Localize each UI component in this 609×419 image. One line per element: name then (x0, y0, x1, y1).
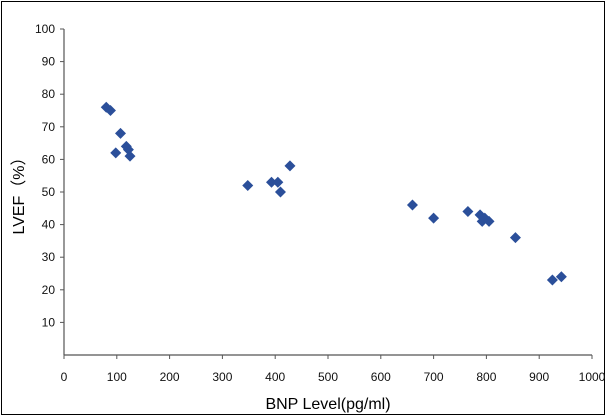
y-tick-label: 30 (42, 250, 56, 264)
data-point (509, 232, 521, 244)
x-tick-label: 0 (61, 370, 68, 384)
data-point (406, 199, 418, 211)
data-point (272, 176, 284, 188)
x-tick-label: 100 (107, 370, 127, 384)
y-tick-label: 40 (42, 218, 56, 232)
y-tick-label: 80 (42, 87, 56, 101)
data-point (124, 150, 136, 162)
axes (63, 29, 592, 356)
data-point (555, 271, 567, 283)
data-point (266, 176, 278, 188)
x-axis-title: BNP Level(pg/ml) (265, 396, 390, 413)
y-tick-label: 20 (42, 283, 56, 297)
y-axis-title: LVEF（%） (10, 149, 28, 234)
data-point (546, 274, 558, 286)
x-tick-label: 600 (371, 370, 391, 384)
x-tick-label: 900 (529, 370, 549, 384)
data-point (284, 160, 296, 172)
x-tick-label: 700 (424, 370, 444, 384)
y-tick-label: 100 (35, 22, 55, 36)
chart-frame (1, 1, 605, 415)
x-tick-label: 300 (212, 370, 232, 384)
y-tick-label: 50 (42, 185, 56, 199)
y-tick-label: 90 (42, 55, 56, 69)
data-point (462, 206, 474, 218)
data-point (110, 147, 122, 159)
x-axis-ticks: 0 100 200 300 400 500 600 700 800 900 1000 (61, 355, 606, 384)
y-tick-label: 60 (42, 152, 56, 166)
data-point (428, 212, 440, 224)
data-point (274, 186, 286, 198)
x-tick-label: 200 (160, 370, 180, 384)
data-point (114, 127, 126, 139)
data-point (483, 215, 495, 227)
y-tick-label: 70 (42, 120, 56, 134)
data-points (100, 101, 567, 286)
x-tick-label: 400 (265, 370, 285, 384)
data-point (242, 179, 254, 191)
y-axis-ticks: 10 20 30 40 50 60 70 80 90 100 (35, 22, 64, 329)
data-point (104, 105, 116, 116)
x-tick-label: 800 (476, 370, 496, 384)
x-tick-label: 1000 (579, 370, 606, 384)
x-tick-label: 500 (318, 370, 338, 384)
y-tick-label: 10 (42, 315, 56, 329)
